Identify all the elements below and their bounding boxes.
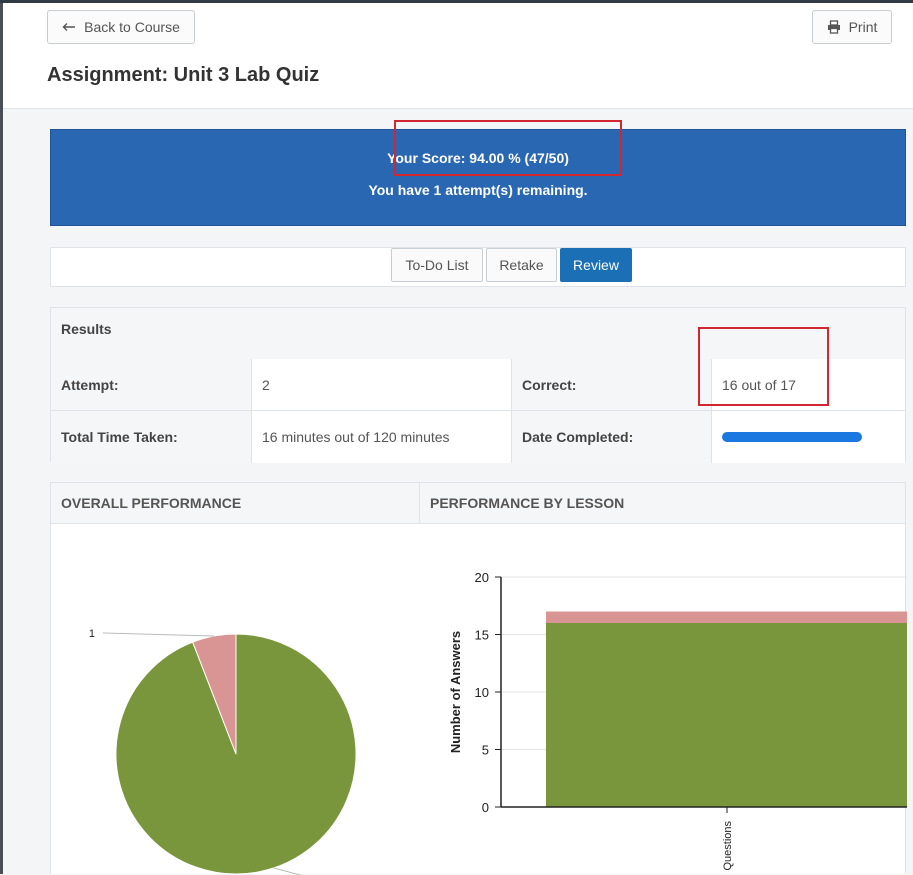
- window-top-edge: [0, 0, 913, 3]
- y-tick-label: 20: [475, 570, 489, 585]
- time-taken-value: 16 minutes out of 120 minutes: [252, 411, 512, 463]
- pie-label-connector: [102, 632, 214, 637]
- date-completed-label: Date Completed:: [512, 411, 712, 463]
- redaction-mark: [722, 432, 862, 442]
- y-axis-title: Number of Answers: [448, 631, 463, 753]
- window-left-edge: [0, 3, 3, 874]
- date-completed-value: [712, 411, 905, 463]
- overall-performance-title: OVERALL PERFORMANCE: [61, 495, 242, 511]
- printer-icon: [827, 20, 840, 34]
- results-header: Results: [51, 308, 905, 360]
- attempt-value: 2: [252, 359, 512, 411]
- back-to-course-label: Back to Course: [84, 19, 180, 35]
- results-panel: Results Attempt: 2 Correct: 16 out of 17…: [50, 307, 906, 463]
- pie-slice-incorrect: [192, 633, 237, 755]
- performance-header-divider: [419, 483, 420, 523]
- time-taken-label: Total Time Taken:: [51, 411, 252, 463]
- correct-label: Correct:: [512, 359, 712, 411]
- performance-header: OVERALL PERFORMANCE PERFORMANCE BY LESSO…: [51, 483, 905, 524]
- bar-segment-0: [546, 623, 907, 807]
- print-label: Print: [848, 19, 878, 35]
- arrow-left-icon: [62, 23, 76, 31]
- pie-label-connector-bottom: [273, 867, 302, 875]
- y-tick-label: 0: [482, 800, 489, 815]
- bar-segment-1: [546, 611, 907, 623]
- attempts-remaining-text: You have 1 attempt(s) remaining.: [368, 182, 588, 198]
- attempt-label: Attempt:: [51, 359, 252, 411]
- print-button[interactable]: Print: [812, 10, 892, 44]
- todo-list-button[interactable]: To-Do List: [391, 248, 483, 282]
- correct-value: 16 out of 17: [712, 359, 905, 411]
- y-tick-label: 5: [482, 743, 489, 758]
- performance-panel: OVERALL PERFORMANCE PERFORMANCE BY LESSO…: [50, 482, 907, 875]
- score-text: Your Score: 94.00 % (47/50): [387, 150, 569, 166]
- results-title: Results: [61, 321, 112, 337]
- score-banner: Your Score: 94.00 % (47/50) You have 1 a…: [50, 129, 906, 226]
- pie-slice-correct: [115, 633, 357, 875]
- retake-button[interactable]: Retake: [486, 248, 557, 282]
- back-to-course-button[interactable]: Back to Course: [47, 10, 195, 44]
- performance-by-lesson-title: PERFORMANCE BY LESSON: [430, 495, 625, 511]
- score-highlight-box: [394, 120, 622, 176]
- correct-highlight-box: [698, 327, 829, 406]
- page-title: Assignment: Unit 3 Lab Quiz: [47, 64, 320, 86]
- y-tick-label: 10: [475, 685, 489, 700]
- action-tab-bar: To-Do List Retake Review: [50, 247, 906, 287]
- review-button[interactable]: Review: [560, 248, 632, 282]
- pie-data-label: 1: [89, 628, 95, 640]
- x-category-label: Questions: [722, 821, 734, 871]
- y-tick-label: 15: [475, 628, 489, 643]
